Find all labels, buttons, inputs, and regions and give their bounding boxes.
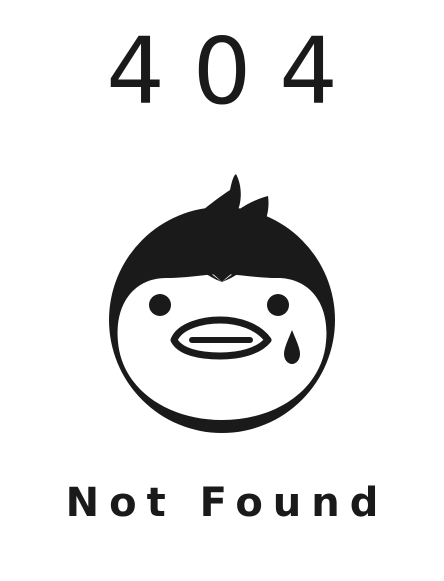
penguin-right-eye xyxy=(267,294,289,316)
error-message: Not Found xyxy=(65,480,389,526)
error-code: 404 xyxy=(106,18,366,125)
crying-penguin-icon xyxy=(109,174,335,433)
penguin-forehead-notch xyxy=(182,252,262,282)
penguin-forehead xyxy=(140,242,304,282)
penguin-left-eye xyxy=(149,294,171,316)
penguin-tear xyxy=(284,330,300,364)
